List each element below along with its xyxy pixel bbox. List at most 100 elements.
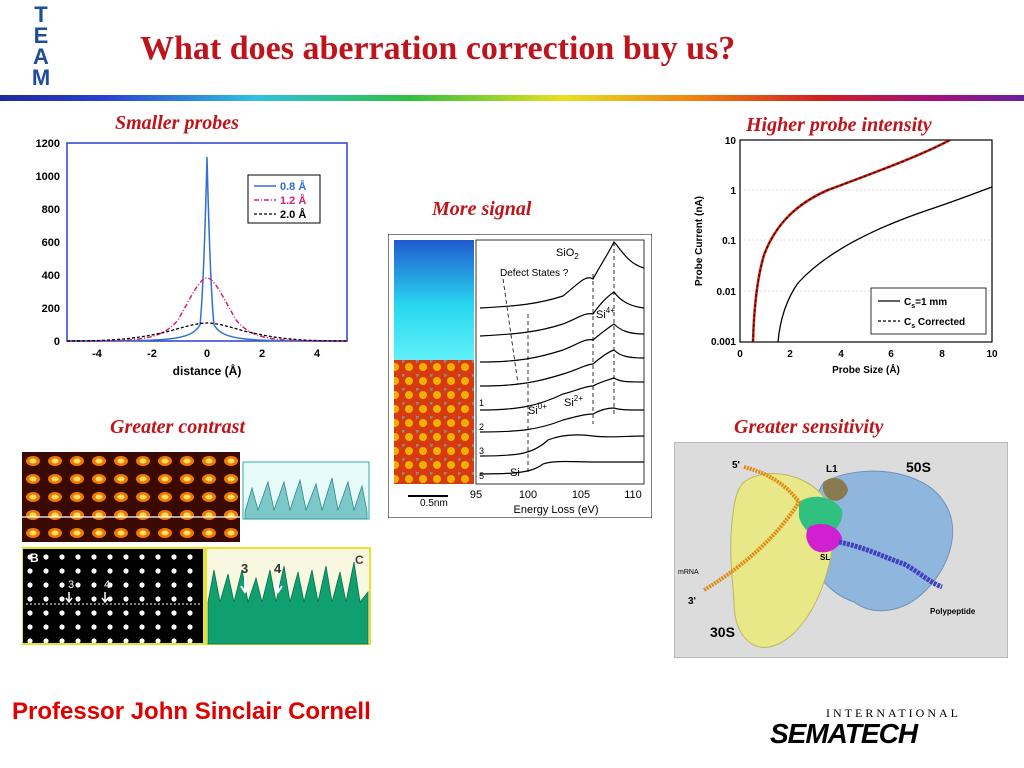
profile-trace-large — [207, 561, 369, 645]
slide-title: What does aberration correction buy us? — [140, 30, 736, 67]
curve-2-0 — [66, 322, 348, 342]
column-label-3: 3 — [241, 561, 248, 576]
logo-letter: A — [33, 44, 49, 69]
label-50s: 50S — [906, 459, 931, 475]
x-tick: -2 — [147, 348, 157, 360]
x-tick: 105 — [572, 489, 590, 501]
caption-smaller-probes: Smaller probes — [115, 112, 239, 134]
curve-1-2 — [66, 277, 348, 342]
label-5prime: 5' — [732, 460, 740, 471]
curve-cs1mm — [777, 186, 993, 343]
x-tick: 0 — [204, 348, 210, 360]
rainbow-divider — [0, 95, 1024, 101]
down-arrow-icon — [65, 592, 109, 604]
si-label: Si — [510, 467, 520, 479]
row-number: 1 — [479, 398, 484, 408]
magenta-region — [806, 524, 842, 553]
haadf-image — [22, 547, 205, 645]
y-tick: 0.1 — [722, 236, 736, 247]
y-tick: 200 — [42, 303, 60, 315]
spectra-plot-area — [475, 239, 645, 485]
intensity-plot: 10 1 0.1 0.01 0.001 0 2 4 6 8 10 Probe S… — [694, 136, 998, 376]
x-tick: 2 — [259, 348, 265, 360]
x-tick: 100 — [519, 489, 537, 501]
polypeptide-chain — [838, 539, 943, 590]
x-axis-label: Energy Loss (eV) — [514, 504, 599, 516]
logo-letter: E — [33, 23, 49, 48]
y-tick: 800 — [42, 204, 60, 216]
label-mrna: mRNA — [678, 569, 699, 576]
sematech-logo-top: INTERNATIONAL — [826, 706, 961, 720]
presenter-credit: Professor John Sinclair Cornell — [12, 698, 371, 725]
legend-box — [247, 174, 321, 224]
y-tick: 600 — [42, 237, 60, 249]
caption-greater-contrast: Greater contrast — [110, 416, 245, 438]
logo-letter: T — [34, 2, 48, 27]
more-signal-figure: 0.5nm Defect States ? SiO2 Si4+ Si0+ Si2… — [388, 234, 652, 518]
legend-label: 1.2 Å — [280, 194, 306, 207]
x-tick: 6 — [888, 349, 894, 360]
scale-bar-label: 0.5nm — [420, 498, 448, 509]
y-tick: 1000 — [36, 171, 60, 183]
caption-greater-sensitivity: Greater sensitivity — [734, 416, 884, 438]
label-30s: 30S — [710, 624, 735, 640]
down-arrow-icon — [240, 577, 283, 594]
curve-corrected — [752, 139, 951, 343]
x-axis-label: distance (Å) — [173, 363, 242, 378]
si0-label: Si0+ — [528, 402, 547, 417]
y-tick: 1200 — [36, 138, 60, 150]
legend-label: 2.0 Å — [280, 208, 306, 221]
mrna-strand — [702, 465, 802, 592]
y-tick: 0.001 — [711, 337, 736, 348]
x-tick: 8 — [939, 349, 945, 360]
caption-higher-intensity: Higher probe intensity — [746, 114, 932, 136]
silicon-image — [394, 360, 474, 484]
defect-states-label: Defect States ? — [500, 268, 569, 279]
profile-trace-small — [244, 477, 368, 520]
label-l1: L1 — [826, 464, 838, 475]
x-tick: 95 — [470, 489, 482, 501]
y-tick: 0 — [54, 336, 60, 348]
curve-0-8 — [66, 156, 348, 342]
si4-label: Si4+ — [596, 306, 615, 321]
x-tick: 0 — [737, 349, 743, 360]
x-axis-label: Probe Size (Å) — [832, 363, 900, 376]
label-3prime: 3' — [688, 596, 696, 607]
column-label-3: 3 — [68, 579, 74, 591]
y-tick: 1 — [730, 186, 736, 197]
ribosome-figure: 50S 30S L1 5' 3' mRNA Polypeptide SL — [674, 442, 1008, 658]
team-logo: T E A M — [26, 2, 56, 90]
label-polypeptide: Polypeptide — [930, 607, 976, 616]
panel-letter-b: B — [30, 551, 39, 565]
logo-letter: M — [31, 65, 51, 90]
hrtem-image — [22, 452, 240, 542]
legend-box — [870, 287, 987, 335]
y-tick: 10 — [725, 136, 737, 147]
x-tick: 2 — [787, 349, 793, 360]
legend-label: 0.8 Å — [280, 180, 306, 193]
y-tick: 0.01 — [717, 287, 737, 298]
sematech-logo: SEMATECH — [770, 718, 918, 749]
panel-letter-c: C — [355, 553, 364, 567]
si2-label: Si2+ — [564, 394, 583, 409]
x-tick: 10 — [986, 349, 998, 360]
column-label-4: 4 — [104, 579, 110, 591]
row-number: 5 — [479, 471, 484, 481]
y-tick: 400 — [42, 270, 60, 282]
smaller-probes-plot: 1200 1000 800 600 400 200 0 -4 -2 0 2 4 … — [36, 138, 348, 378]
x-tick: 110 — [624, 489, 642, 501]
legend-label: Cs Corrected — [904, 317, 965, 330]
caption-more-signal: More signal — [432, 198, 532, 220]
row-number: 3 — [479, 446, 484, 456]
l1-region — [822, 477, 848, 501]
sio2-label: SiO2 — [556, 247, 579, 261]
x-tick: 4 — [838, 349, 844, 360]
x-tick: -4 — [92, 348, 103, 360]
x-tick: 4 — [314, 348, 321, 360]
label-sl: SL — [820, 553, 830, 562]
row-number: 2 — [479, 422, 484, 432]
greater-contrast-figure: B 3 4 C 3 4 — [22, 452, 371, 645]
oxide-image — [394, 240, 474, 360]
y-axis-label: Probe Current (nA) — [694, 196, 705, 286]
legend-label: Cs=1 mm — [904, 297, 947, 310]
